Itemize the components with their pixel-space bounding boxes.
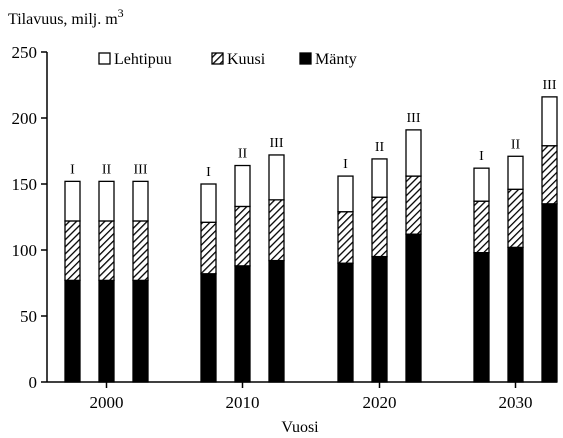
bar-segment-kuusi: [268, 199, 285, 262]
bars: [64, 96, 558, 383]
x-tick-label: 2010: [226, 393, 260, 412]
bar-segment-lehtipuu: [405, 129, 422, 177]
bar-segment-lehtipuu: [371, 158, 388, 198]
scenario-label: I: [343, 157, 348, 172]
y-tick-label: 0: [29, 373, 38, 392]
bar-segment-lehtipuu: [473, 167, 490, 202]
scenario-label: III: [407, 111, 421, 126]
bar-segment-mänty: [132, 279, 149, 383]
bar-segment-lehtipuu: [337, 175, 354, 213]
bar-segment-mänty: [405, 233, 422, 383]
legend-swatch-mänty: [299, 52, 312, 65]
x-axis: 2000 2010 2020 2030: [47, 381, 557, 412]
bar-segment-lehtipuu: [64, 180, 81, 222]
scenario-label: III: [134, 162, 148, 177]
bar-segment-kuusi: [405, 175, 422, 235]
x-axis-title: Vuosi: [281, 419, 319, 436]
x-tick-label: 2030: [499, 393, 533, 412]
bar-segment-lehtipuu: [507, 155, 524, 190]
y-tick-label: 250: [12, 43, 38, 62]
bar-segment-kuusi: [473, 200, 490, 254]
bar-segment-lehtipuu: [200, 183, 217, 223]
bar-segment-kuusi: [541, 145, 558, 205]
x-tick-label: 2020: [363, 393, 397, 412]
scenario-label: I: [479, 149, 484, 164]
legend-swatch-kuusi: [211, 52, 224, 65]
legend-swatch-lehtipuu: [98, 52, 111, 65]
scenario-label: III: [543, 78, 557, 93]
x-tick-label: 2000: [90, 393, 124, 412]
bar-segment-mänty: [371, 255, 388, 383]
legend-label: Lehtipuu: [114, 51, 172, 68]
bar-segment-mänty: [268, 259, 285, 383]
y-tick-label: 200: [12, 109, 38, 128]
bar-segment-mänty: [473, 251, 490, 383]
bar-segment-lehtipuu: [132, 180, 149, 222]
bar-segment-mänty: [200, 273, 217, 383]
y-axis: 0 50 100 150 200 250: [12, 43, 48, 392]
scenario-label: I: [70, 162, 75, 177]
bar-segment-lehtipuu: [541, 96, 558, 147]
y-tick-label: 100: [12, 241, 38, 260]
bar-segment-mänty: [234, 265, 251, 383]
y-tick-label: 50: [20, 307, 37, 326]
scenario-label: II: [102, 162, 112, 177]
scenario-label: II: [511, 137, 521, 152]
y-axis-title: Tilavuus, milj. m3: [8, 6, 124, 28]
scenario-label: III: [270, 136, 284, 151]
legend: Lehtipuu Kuusi Mänty: [98, 51, 357, 68]
bar-segment-kuusi: [132, 220, 149, 282]
legend-label: Kuusi: [227, 51, 266, 68]
bar-segment-kuusi: [98, 220, 115, 282]
bar-segment-mänty: [337, 262, 354, 383]
bar-segment-mänty: [64, 279, 81, 383]
bar-segment-kuusi: [337, 211, 354, 264]
bar-segment-lehtipuu: [98, 180, 115, 222]
scenario-label: II: [238, 147, 248, 162]
bar-segment-kuusi: [234, 205, 251, 267]
scenario-label: II: [375, 140, 385, 155]
bar-segment-mänty: [98, 279, 115, 383]
bar-segment-kuusi: [200, 221, 217, 275]
bar-segment-kuusi: [371, 196, 388, 258]
bar-segment-mänty: [507, 246, 524, 383]
bar-segment-mänty: [541, 203, 558, 383]
scenario-label: I: [206, 165, 211, 180]
y-tick-label: 150: [12, 175, 38, 194]
legend-label: Mänty: [315, 51, 357, 68]
bar-segment-lehtipuu: [268, 154, 285, 201]
bar-segment-lehtipuu: [234, 164, 251, 208]
bar-segment-kuusi: [507, 188, 524, 249]
bar-segment-kuusi: [64, 220, 81, 282]
